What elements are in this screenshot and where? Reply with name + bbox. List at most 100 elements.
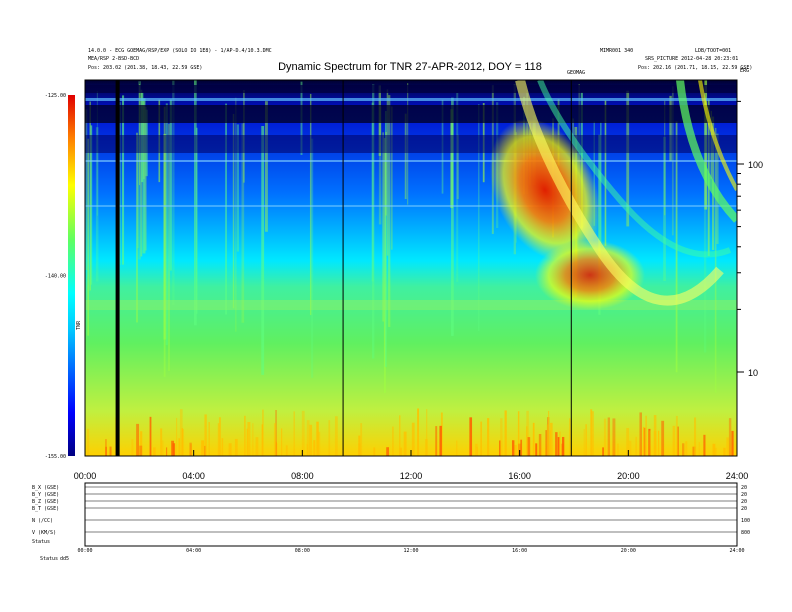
- streak: [225, 103, 227, 315]
- noise-spike: [439, 425, 442, 456]
- streak: [163, 133, 167, 340]
- noise-spike: [550, 422, 553, 456]
- streak: [384, 110, 387, 367]
- noise-spike: [602, 447, 605, 456]
- noise-spike: [549, 430, 551, 456]
- noise-spike: [487, 418, 490, 456]
- streak: [261, 125, 265, 375]
- burst-tail: [535, 240, 645, 310]
- streak: [142, 98, 146, 254]
- noise-spike: [526, 410, 529, 456]
- streak: [136, 132, 138, 323]
- noise-spike: [645, 415, 647, 456]
- streak: [664, 100, 666, 216]
- streak: [390, 106, 393, 250]
- noise-spike: [204, 414, 207, 456]
- noise-spike: [590, 409, 593, 456]
- noise-spike: [500, 418, 503, 456]
- noise-spike: [328, 420, 331, 456]
- noise-spike: [557, 437, 560, 456]
- streak: [236, 124, 240, 252]
- header-right-line4: Pos: 202.16 (201.71, 18.15, 22.59 GSE): [638, 65, 752, 71]
- streak: [703, 98, 707, 353]
- dark-band-3: [85, 135, 737, 153]
- bottom-x-tick-label: 04:00: [186, 548, 201, 554]
- noise-spike: [499, 440, 501, 456]
- streak: [598, 134, 601, 315]
- bottom-row-value: 20: [741, 485, 747, 491]
- bottom-row-label: B_Z (GSE): [32, 499, 59, 505]
- noise-spike: [626, 427, 630, 456]
- noise-spike: [728, 418, 732, 456]
- noise-spike: [555, 432, 558, 456]
- noise-spike: [176, 417, 178, 456]
- streak: [241, 123, 245, 323]
- noise-spike: [612, 418, 616, 456]
- noise-spike: [504, 410, 507, 456]
- bottom-row-value: 20: [741, 506, 747, 512]
- noise-spike: [208, 422, 210, 456]
- noise-spike: [247, 422, 251, 456]
- colorbar-ticks: -125.00 -140.00 -155.00: [45, 93, 66, 460]
- colorbar: [68, 95, 75, 456]
- noise-spike: [642, 426, 645, 456]
- noise-spike: [469, 417, 473, 456]
- noise-spike: [306, 420, 310, 456]
- streak: [714, 127, 717, 393]
- bottom-x-tick-label: 24:00: [729, 548, 744, 554]
- noise-spike: [693, 417, 697, 456]
- bottom-row-value: 20: [741, 499, 747, 505]
- noise-spike: [658, 430, 660, 456]
- noise-spike: [281, 428, 283, 456]
- noise-spike: [360, 423, 363, 456]
- bottom-x-tick-label: 12:00: [403, 548, 418, 554]
- chart-title: Dynamic Spectrum for TNR 27-APR-2012, DO…: [278, 61, 542, 73]
- noise-spike: [334, 416, 338, 456]
- noise-spike: [526, 426, 528, 456]
- noise-spike: [246, 428, 248, 456]
- streak: [95, 127, 99, 282]
- bottom-row-label: B_T (GSE): [32, 506, 59, 512]
- noise-spike: [585, 424, 587, 456]
- x-tick-label: 12:00: [400, 471, 423, 481]
- header-left-line2: MEA/RSP 2-BSD-BCD: [88, 56, 139, 62]
- colorbar-tick-label: -140.00: [45, 274, 66, 280]
- noise-spike: [649, 430, 651, 456]
- noise-spike: [411, 422, 415, 456]
- streak: [371, 102, 374, 282]
- noise-spike: [518, 443, 521, 456]
- streak: [309, 93, 312, 316]
- x-tick-label: 04:00: [182, 471, 205, 481]
- noise-spike: [698, 441, 700, 456]
- noise-spike: [661, 420, 665, 456]
- streak: [378, 106, 382, 225]
- noise-spike: [136, 423, 140, 456]
- low-frequency-noise: [86, 408, 734, 456]
- noise-spike: [275, 409, 277, 456]
- noise-spike: [547, 410, 550, 456]
- noise-spike: [545, 430, 547, 456]
- noise-spike: [309, 424, 313, 456]
- burst-drift-2: [537, 80, 732, 258]
- streak: [235, 97, 237, 332]
- noise-spike: [712, 443, 716, 456]
- noise-spike: [628, 440, 632, 456]
- noise-spike: [293, 411, 296, 456]
- streak: [383, 138, 386, 393]
- burst-drift-1: [515, 80, 724, 306]
- noise-spike: [591, 411, 594, 456]
- bottom-row-label: V (KM/S): [32, 530, 56, 536]
- noise-spike: [607, 417, 611, 456]
- noise-spike: [109, 446, 112, 456]
- noise-spike: [386, 447, 390, 456]
- noise-spike: [221, 438, 224, 456]
- streak: [311, 138, 314, 378]
- bottom-row-label: B_Y (GSE): [32, 492, 59, 498]
- noise-spike: [313, 440, 316, 456]
- noise-spike: [514, 445, 517, 456]
- noise-spike: [511, 440, 515, 456]
- colorbar-tick-label: -125.00: [45, 93, 66, 99]
- light-line-2: [85, 160, 737, 162]
- y-tick-label: 100: [748, 160, 763, 170]
- noise-spike: [517, 411, 520, 456]
